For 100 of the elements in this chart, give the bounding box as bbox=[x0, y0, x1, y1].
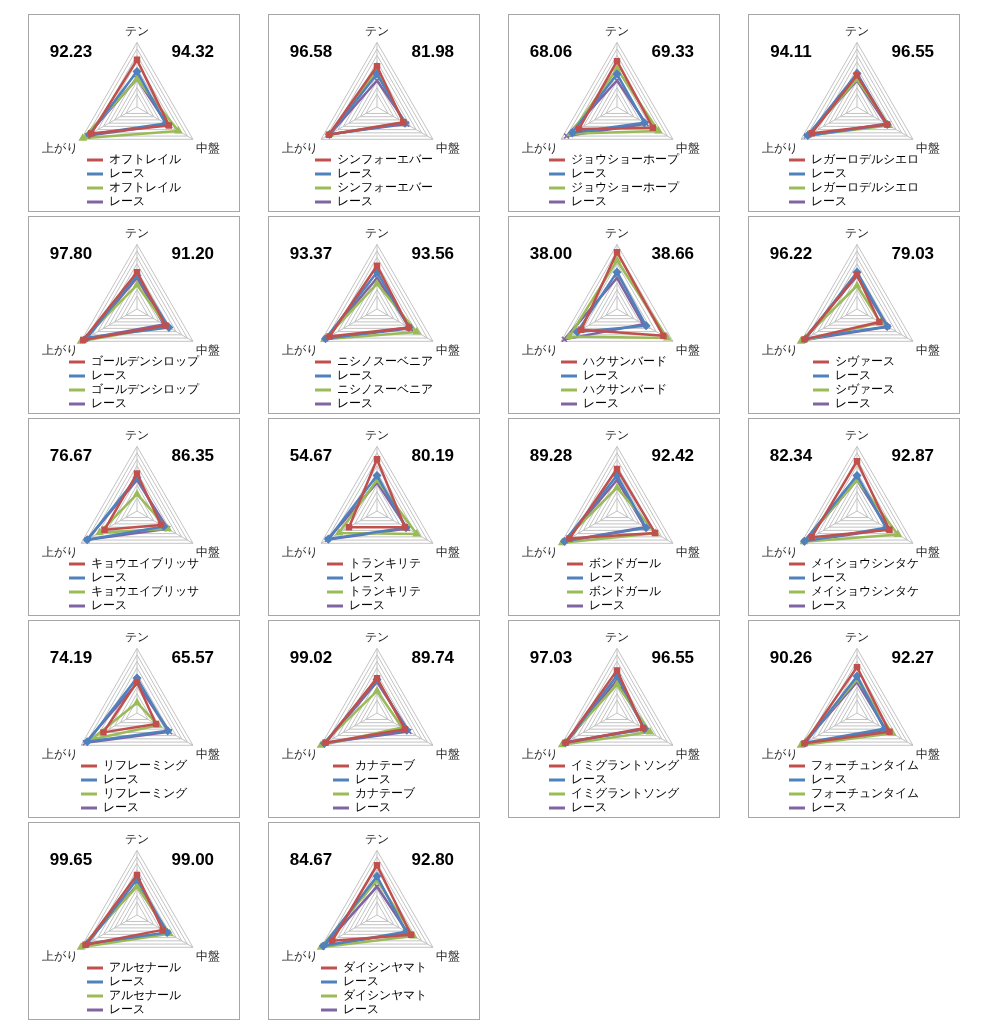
spoke-label: 中盤 bbox=[436, 746, 461, 761]
legend-label: レース bbox=[811, 598, 847, 613]
spoke-label: 中盤 bbox=[676, 544, 701, 559]
spoke-label: 中盤 bbox=[916, 746, 941, 761]
spoke-label: テン bbox=[125, 831, 149, 846]
text: 99.02 bbox=[289, 647, 333, 667]
legend-label: レース bbox=[583, 368, 619, 383]
legend-label: レース bbox=[337, 396, 373, 411]
legend-label: カナテーブ bbox=[355, 786, 416, 801]
legend-label: キョウエイブリッサ bbox=[91, 556, 199, 571]
spoke-label: テン bbox=[125, 427, 149, 442]
spoke-label: 中盤 bbox=[196, 746, 221, 761]
spoke-label: 中盤 bbox=[916, 140, 941, 155]
legend-label: アルセナール bbox=[109, 988, 181, 1003]
legend-label: トランキリテ bbox=[349, 584, 421, 599]
text: 92.23 bbox=[49, 41, 93, 61]
spoke-label: 上がり bbox=[281, 948, 318, 963]
legend-label: メイショウシンタケ bbox=[811, 584, 919, 599]
text: 92.42 bbox=[651, 445, 695, 465]
text: 38.66 bbox=[651, 243, 695, 263]
legend-label: レガーロデルシエロ bbox=[811, 180, 919, 195]
legend-label: レース bbox=[571, 772, 607, 787]
spoke-label: 中盤 bbox=[436, 948, 461, 963]
legend-label: ジョウショーホープ bbox=[571, 180, 680, 195]
spoke-label: 上がり bbox=[281, 342, 318, 357]
spoke-label: テン bbox=[125, 629, 149, 644]
legend-label: シヴァース bbox=[835, 354, 895, 369]
spoke-label: テン bbox=[845, 225, 869, 240]
legend-label: ハクサンバード bbox=[582, 354, 667, 369]
legend-label: ジョウショーホープ bbox=[571, 152, 680, 167]
legend-label: レース bbox=[109, 974, 145, 989]
text: 90.26 bbox=[769, 647, 813, 667]
spoke-label: テン bbox=[845, 629, 869, 644]
legend-label: キョウエイブリッサ bbox=[91, 584, 199, 599]
legend-label: レース bbox=[91, 368, 127, 383]
legend-label: ボンドガール bbox=[589, 556, 661, 571]
legend-label: レース bbox=[571, 194, 607, 209]
legend-label: レース bbox=[811, 166, 847, 181]
spoke-label: テン bbox=[365, 427, 389, 442]
legend-label: レース bbox=[109, 1002, 145, 1017]
text: 92.80 bbox=[411, 849, 455, 869]
legend-label: アルセナール bbox=[109, 960, 181, 975]
spoke-label: 中盤 bbox=[436, 140, 461, 155]
legend-label: メイショウシンタケ bbox=[811, 556, 919, 571]
spoke-label: 上がり bbox=[761, 140, 798, 155]
spoke-label: 中盤 bbox=[916, 342, 941, 357]
legend-label: トランキリテ bbox=[349, 556, 421, 571]
legend-label: レース bbox=[589, 598, 625, 613]
legend-label: リフレーミング bbox=[103, 758, 188, 773]
text: 96.22 bbox=[769, 243, 813, 263]
text: 97.03 bbox=[529, 647, 573, 667]
text: 96.55 bbox=[891, 41, 935, 61]
spoke-label: 中盤 bbox=[196, 948, 221, 963]
spoke-label: テン bbox=[605, 629, 629, 644]
legend-label: レース bbox=[835, 368, 871, 383]
legend-label: シンフォーエバー bbox=[337, 180, 433, 195]
legend-label: レース bbox=[91, 570, 127, 585]
spoke-label: 中盤 bbox=[436, 544, 461, 559]
spoke-label: 上がり bbox=[281, 746, 318, 761]
legend-label: レース bbox=[103, 800, 139, 815]
legend-label: ハクサンバード bbox=[582, 382, 667, 397]
legend-label: レース bbox=[571, 800, 607, 815]
text: 89.74 bbox=[411, 647, 455, 667]
legend-label: ゴールデンシロップ bbox=[91, 354, 200, 369]
spoke-label: 上がり bbox=[41, 746, 78, 761]
legend-label: オフトレイル bbox=[109, 180, 181, 195]
text: 74.19 bbox=[49, 647, 93, 667]
legend-label: レース bbox=[109, 166, 145, 181]
legend-label: レース bbox=[349, 598, 385, 613]
spoke-label: 上がり bbox=[761, 342, 798, 357]
legend-label: レース bbox=[109, 194, 145, 209]
legend-label: レース bbox=[337, 368, 373, 383]
legend-label: シヴァース bbox=[835, 382, 895, 397]
legend-label: ニシノスーベニア bbox=[337, 382, 433, 397]
text: 79.03 bbox=[891, 243, 935, 263]
legend-label: レース bbox=[355, 800, 391, 815]
legend-label: レース bbox=[589, 570, 625, 585]
text: 93.56 bbox=[411, 243, 455, 263]
spoke-label: テン bbox=[365, 23, 389, 38]
spoke-label: 上がり bbox=[761, 544, 798, 559]
legend-label: レース bbox=[337, 166, 373, 181]
spoke-label: テン bbox=[125, 225, 149, 240]
legend-label: レース bbox=[811, 194, 847, 209]
legend-label: レース bbox=[355, 772, 391, 787]
spoke-label: 中盤 bbox=[676, 140, 701, 155]
spoke-label: 上がり bbox=[521, 342, 558, 357]
legend-label: ダイシンヤマト bbox=[343, 960, 427, 975]
spoke-label: 上がり bbox=[761, 746, 798, 761]
spoke-label: 上がり bbox=[41, 342, 78, 357]
spoke-label: 中盤 bbox=[916, 544, 941, 559]
legend-label: レース bbox=[811, 772, 847, 787]
legend-label: レース bbox=[583, 396, 619, 411]
spoke-label: 上がり bbox=[521, 746, 558, 761]
text: 54.67 bbox=[289, 445, 333, 465]
legend-label: レース bbox=[343, 1002, 379, 1017]
legend-label: フォーチュンタイム bbox=[811, 786, 919, 801]
legend-label: レース bbox=[349, 570, 385, 585]
spoke-label: 中盤 bbox=[436, 342, 461, 357]
spoke-label: 上がり bbox=[521, 140, 558, 155]
text: 69.33 bbox=[651, 41, 695, 61]
